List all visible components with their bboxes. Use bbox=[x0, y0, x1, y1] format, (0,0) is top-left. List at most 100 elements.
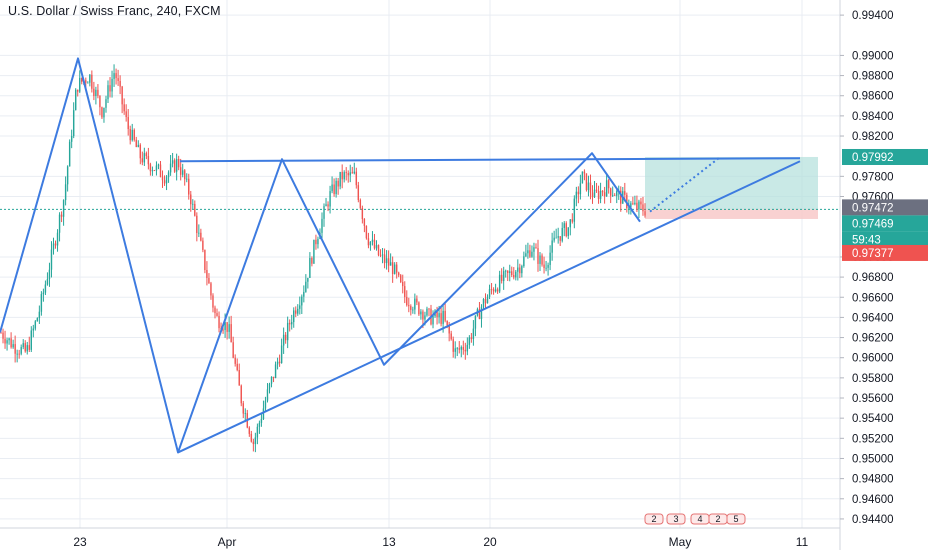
candle bbox=[252, 438, 255, 452]
candle-body bbox=[591, 192, 594, 198]
candle bbox=[428, 307, 430, 317]
candle bbox=[169, 155, 172, 176]
candle bbox=[341, 164, 343, 189]
candle bbox=[270, 376, 273, 388]
candle bbox=[95, 86, 97, 105]
candle-body bbox=[537, 248, 539, 264]
time-tick-label: May bbox=[669, 535, 692, 549]
candle-body bbox=[593, 189, 596, 198]
candle-body bbox=[339, 171, 341, 187]
candle-body bbox=[48, 269, 51, 280]
price-axis[interactable]: 0.94400 0.94600 0.94800 0.95000 0.95200 0.954… bbox=[840, 10, 894, 526]
candle-body bbox=[56, 232, 59, 246]
candle-body bbox=[515, 271, 517, 278]
candle-body bbox=[410, 306, 412, 310]
candle-body bbox=[585, 173, 588, 191]
candle bbox=[539, 252, 541, 272]
candle-body bbox=[200, 232, 202, 241]
candle-body bbox=[468, 337, 471, 345]
candle-body bbox=[34, 321, 37, 329]
candle-body bbox=[321, 218, 323, 233]
candle bbox=[262, 400, 265, 420]
candle-body bbox=[274, 364, 277, 378]
candle bbox=[367, 232, 370, 249]
candle-body bbox=[32, 328, 35, 331]
time-tick-label: 23 bbox=[73, 535, 87, 549]
candle-body bbox=[313, 239, 315, 264]
candle bbox=[440, 306, 442, 327]
candle bbox=[450, 330, 452, 341]
candle-body bbox=[644, 211, 646, 216]
candle bbox=[547, 262, 549, 276]
candle bbox=[171, 152, 174, 168]
candle-body bbox=[286, 322, 289, 341]
candle bbox=[8, 337, 10, 345]
price-tick-label: 0.95400 bbox=[852, 413, 894, 425]
price-tick-label: 0.95600 bbox=[852, 393, 894, 405]
candle bbox=[379, 249, 382, 258]
candle-body bbox=[171, 160, 174, 164]
candle-body bbox=[369, 241, 372, 246]
candle-body bbox=[418, 302, 420, 315]
candle-body bbox=[347, 173, 349, 176]
candle bbox=[121, 85, 123, 114]
ask-price-badge-text: 0.97377 bbox=[852, 248, 894, 260]
price-tick-label: 0.96000 bbox=[852, 353, 894, 365]
candle bbox=[609, 187, 612, 204]
pattern-lines[interactable] bbox=[0, 57, 801, 454]
candle bbox=[212, 293, 214, 313]
candle bbox=[143, 147, 146, 167]
candle-body bbox=[490, 289, 493, 290]
candle bbox=[291, 314, 293, 330]
bid-price-badge-bg bbox=[842, 215, 928, 232]
event-flag-bg bbox=[644, 513, 664, 525]
resistance-line bbox=[179, 157, 801, 163]
candle bbox=[468, 335, 471, 349]
candle-body bbox=[280, 345, 283, 363]
candle-body bbox=[377, 245, 380, 256]
candle-body bbox=[529, 250, 531, 257]
candle-body bbox=[194, 203, 196, 216]
candle bbox=[60, 211, 63, 223]
candle bbox=[363, 218, 366, 233]
candle bbox=[620, 186, 622, 212]
economic-events[interactable]: 2 3 4 2 5 bbox=[644, 513, 746, 525]
candle-body bbox=[444, 310, 446, 321]
candle-body bbox=[620, 190, 622, 204]
candle-body bbox=[525, 253, 527, 257]
candle bbox=[153, 169, 156, 172]
candle bbox=[359, 198, 362, 210]
candle-body bbox=[226, 322, 228, 332]
candle-body bbox=[583, 171, 586, 174]
candle-body bbox=[511, 271, 513, 276]
candle-body bbox=[186, 178, 188, 180]
candle bbox=[541, 253, 543, 267]
candle bbox=[583, 169, 586, 181]
candle-body bbox=[155, 165, 158, 171]
candle bbox=[184, 169, 186, 186]
candle-body bbox=[2, 332, 4, 339]
price-tick-label: 0.95800 bbox=[852, 373, 894, 385]
candle bbox=[6, 337, 8, 351]
candle bbox=[115, 68, 117, 85]
candle-body bbox=[436, 310, 438, 318]
candle bbox=[406, 290, 408, 307]
candle bbox=[347, 170, 349, 183]
candle bbox=[208, 273, 210, 284]
candle-body bbox=[87, 82, 89, 84]
candle bbox=[309, 252, 311, 278]
candle bbox=[311, 256, 313, 267]
candle bbox=[177, 155, 180, 171]
abcd-pattern bbox=[0, 57, 641, 454]
candle-body bbox=[301, 296, 303, 306]
candle-body bbox=[151, 170, 154, 172]
candle-body bbox=[232, 342, 234, 358]
candle-body bbox=[428, 308, 430, 310]
time-axis[interactable]: 23 Apr 13 20 May 11 bbox=[73, 535, 808, 549]
candle bbox=[636, 195, 638, 213]
candle-body bbox=[448, 325, 450, 334]
candle bbox=[97, 84, 99, 99]
candle-body bbox=[563, 223, 565, 228]
